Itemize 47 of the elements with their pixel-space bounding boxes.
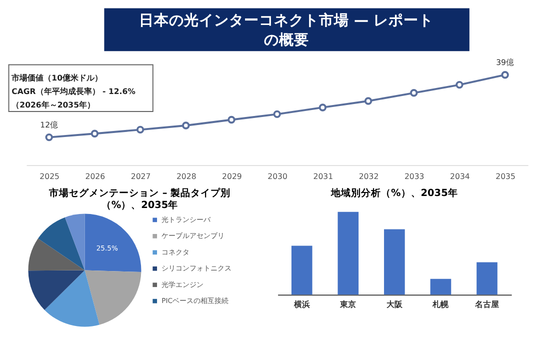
point bbox=[273, 110, 281, 118]
chart-title: 市場セグメンテーション – 製品タイプ別（%）、2035年 bbox=[48, 187, 231, 211]
x-tick-label: 2034 bbox=[450, 172, 470, 182]
point bbox=[364, 97, 372, 105]
x-tick-label: 2035 bbox=[496, 172, 516, 182]
pie-slice bbox=[44, 270, 100, 327]
pie-slice bbox=[64, 214, 85, 270]
annotation: CAGR（年平均成長率） - 12.6% bbox=[12, 86, 136, 96]
point bbox=[90, 130, 99, 138]
x-tick-label: 2027 bbox=[130, 172, 151, 182]
pie-slice bbox=[28, 270, 85, 310]
point bbox=[182, 122, 190, 130]
point bbox=[501, 71, 509, 79]
chart-title: 地域別分析（%）、2035年 bbox=[330, 187, 458, 200]
bar bbox=[430, 278, 452, 295]
x-tick-label: 名古屋 bbox=[474, 300, 500, 309]
x-tick-label: 2025 bbox=[40, 172, 60, 182]
x-tick-label: 2026 bbox=[85, 172, 106, 182]
data-label: 12億 bbox=[40, 120, 58, 130]
bar bbox=[338, 212, 359, 295]
chart-title: 日本の光インターコネクト市場 — レポートの概要 bbox=[138, 10, 434, 48]
x-tick-label: 2032 bbox=[358, 172, 379, 182]
annotation: 市場価値（10億米ドル） bbox=[10, 72, 103, 82]
x-tick-label: 札幌 bbox=[432, 300, 450, 309]
x-tick-label: 2028 bbox=[176, 172, 196, 182]
x-tick-label: 2029 bbox=[222, 172, 242, 182]
point bbox=[456, 80, 464, 89]
point bbox=[136, 126, 144, 134]
data-label: 39億 bbox=[496, 58, 514, 68]
pie-slice bbox=[38, 217, 85, 270]
point bbox=[318, 104, 327, 112]
point bbox=[410, 89, 418, 97]
pie-slice bbox=[84, 214, 142, 272]
pie-slice bbox=[28, 238, 85, 271]
x-tick-label: 横浜 bbox=[292, 300, 310, 309]
x-tick-label: 2030 bbox=[268, 172, 288, 182]
x-tick-label: 東京 bbox=[339, 300, 356, 309]
bar bbox=[476, 262, 498, 295]
x-tick-label: 2033 bbox=[404, 172, 424, 182]
annotation: （2026年～2035年） bbox=[12, 100, 96, 110]
bar bbox=[384, 229, 405, 295]
pie-slice bbox=[84, 270, 142, 325]
point bbox=[45, 133, 53, 142]
bar bbox=[291, 246, 312, 295]
point bbox=[228, 116, 236, 124]
x-tick-label: 2031 bbox=[313, 172, 334, 182]
x-tick-label: 大阪 bbox=[386, 300, 404, 309]
